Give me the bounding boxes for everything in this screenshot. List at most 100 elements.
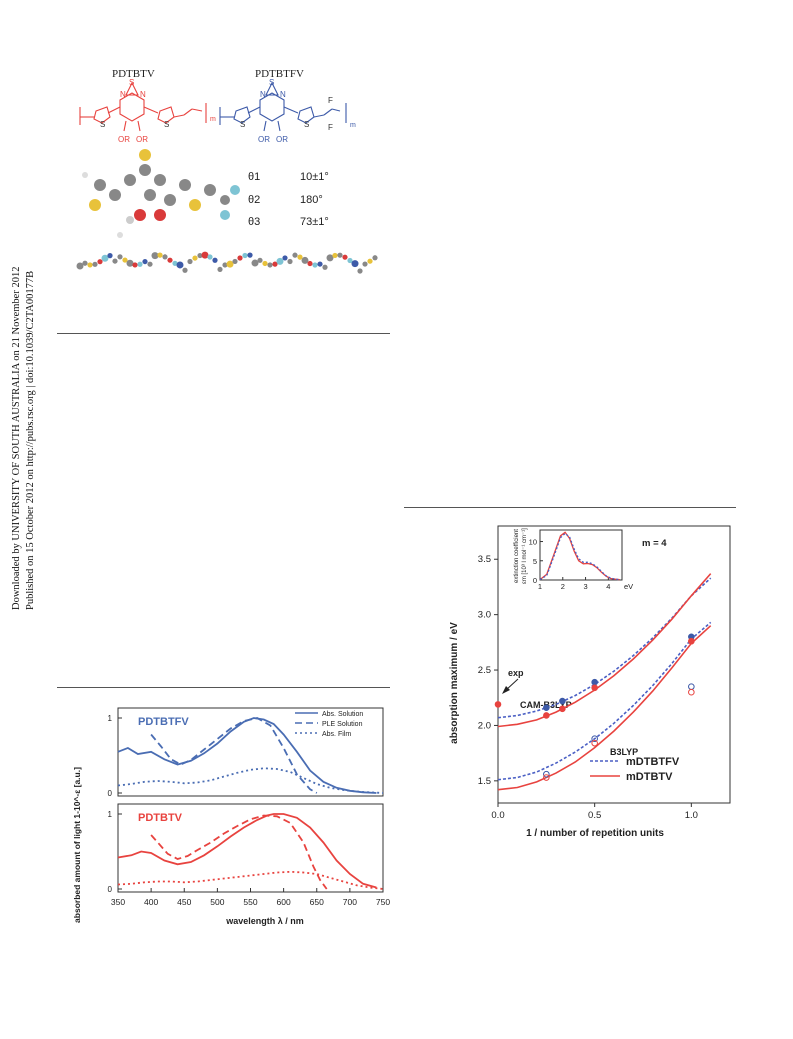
ev-data-point bbox=[591, 684, 598, 692]
chain-atom bbox=[272, 261, 278, 267]
angle-2-value: 180° bbox=[300, 194, 323, 206]
ev-series-line bbox=[497, 621, 712, 781]
abs-xlabel: wavelength λ / nm bbox=[225, 916, 304, 926]
pdtbtv-structure bbox=[79, 81, 207, 132]
abs-series-line bbox=[150, 814, 328, 890]
abs-series-line bbox=[117, 870, 384, 890]
abs-ytick-label: 1 bbox=[108, 714, 113, 723]
abs-legend-label: PLE Solution bbox=[322, 721, 363, 728]
svg-text:S: S bbox=[240, 120, 245, 129]
ev-ytick-label: 2.5 bbox=[478, 665, 491, 676]
chain-atom bbox=[226, 260, 234, 268]
abs-xtick-label: 400 bbox=[144, 897, 158, 907]
abs-xtick-label: 450 bbox=[177, 897, 191, 907]
angle-table: θ1 10±1° θ2 180° θ3 73±1° bbox=[248, 171, 329, 228]
chain-atom bbox=[276, 257, 284, 265]
abs-series-line bbox=[117, 813, 377, 889]
ev-series-line bbox=[497, 625, 712, 791]
or-label-2: OR bbox=[136, 135, 148, 144]
ev-ylabel: absorption maximum / eV bbox=[449, 622, 460, 744]
chain-atom bbox=[367, 258, 373, 264]
chain-atom bbox=[167, 257, 173, 263]
label-exp: exp bbox=[508, 668, 524, 678]
chain-atom bbox=[322, 264, 328, 270]
chain-atom bbox=[187, 258, 193, 265]
chain-atom bbox=[107, 253, 113, 259]
chain-atom bbox=[347, 257, 353, 264]
svg-text:S: S bbox=[164, 120, 169, 129]
chain-atom bbox=[257, 257, 263, 263]
ball-model bbox=[82, 149, 240, 238]
ev-data-point bbox=[543, 712, 550, 719]
ev-xtick-label: 0.5 bbox=[588, 810, 601, 821]
sidebar-line-1: Downloaded by UNIVERSITY OF SOUTH AUSTRA… bbox=[11, 267, 22, 610]
angle-3-label: θ3 bbox=[248, 216, 260, 228]
chain-atom bbox=[132, 262, 138, 268]
chain-atom bbox=[142, 258, 148, 265]
svg-text:S: S bbox=[304, 120, 309, 129]
ev-data-point bbox=[543, 704, 550, 712]
ev-data-point bbox=[688, 683, 695, 690]
chain-atom bbox=[147, 261, 153, 267]
chain-atom bbox=[262, 260, 268, 267]
sidebar-line-2: Published on 15 October 2012 on http://p… bbox=[25, 271, 36, 610]
ev-data-point bbox=[688, 637, 695, 645]
svg-text:F: F bbox=[328, 96, 333, 105]
abs-xtick-label: 500 bbox=[210, 897, 224, 907]
chain-atom bbox=[197, 252, 203, 259]
abs-xtick-label: 750 bbox=[376, 897, 390, 907]
chain-model bbox=[76, 251, 378, 274]
abs-xtick-label: 600 bbox=[277, 897, 291, 907]
ev-data-point bbox=[559, 705, 566, 713]
chain-atom bbox=[332, 252, 338, 259]
angle-1-value: 10±1° bbox=[300, 171, 329, 183]
chain-atom bbox=[232, 258, 238, 265]
ev-data-point bbox=[494, 701, 502, 708]
inset-ytick-label: 5 bbox=[533, 557, 537, 566]
ev-series-line bbox=[497, 577, 712, 719]
chain-atom bbox=[182, 267, 188, 273]
ev-data-point bbox=[591, 739, 598, 747]
ev-legend-label: mDTBTFV bbox=[626, 756, 680, 768]
exp-arrowhead bbox=[502, 686, 510, 694]
ev-ytick-label: 1.5 bbox=[478, 776, 491, 787]
chain-atom bbox=[337, 252, 343, 258]
ev-legend-label: mDTBTV bbox=[626, 771, 673, 783]
chain-atom bbox=[307, 260, 313, 267]
chain-atom bbox=[112, 258, 118, 264]
polymer-name-right: PDTBTFV bbox=[255, 68, 304, 80]
ev-data-point bbox=[559, 697, 566, 705]
abs-ytick-label: 1 bbox=[108, 810, 113, 819]
abs-series-line bbox=[117, 767, 384, 794]
chain-atom bbox=[251, 259, 259, 267]
abs-ylabel: absorbed amount of light 1-10^-ε [a.u.] bbox=[72, 767, 82, 923]
chain-atom bbox=[207, 254, 213, 260]
angle-2-label: θ2 bbox=[248, 194, 260, 206]
ev-data-point bbox=[543, 774, 550, 781]
chain-atom bbox=[117, 254, 123, 260]
m-label-2: m bbox=[350, 122, 356, 129]
chain-atom bbox=[287, 258, 293, 265]
ev-series-line bbox=[497, 573, 712, 728]
ev-data-point bbox=[591, 735, 598, 743]
panel-title-pdtbtfv: PDTBTFV bbox=[138, 716, 189, 728]
chain-atom bbox=[176, 261, 184, 269]
svg-text:S: S bbox=[129, 78, 134, 87]
absorption-chart: absorbed amount of light 1-10^-ε [a.u.] … bbox=[72, 707, 390, 926]
chain-atom bbox=[317, 261, 323, 267]
inset-xtick-label: 4 bbox=[606, 582, 610, 591]
svg-text:N: N bbox=[280, 90, 286, 99]
rule-3 bbox=[57, 687, 390, 688]
chain-atom bbox=[297, 254, 303, 260]
ev-data-point bbox=[591, 678, 598, 686]
chain-atom bbox=[122, 257, 128, 263]
chain-atom bbox=[357, 268, 363, 274]
chain-atom bbox=[212, 257, 218, 263]
chain-atom bbox=[312, 262, 318, 268]
inset-series-line bbox=[539, 532, 620, 581]
polymer-name-left: PDTBTV bbox=[112, 68, 155, 80]
chain-atom bbox=[201, 251, 209, 259]
chain-atom bbox=[137, 261, 143, 267]
